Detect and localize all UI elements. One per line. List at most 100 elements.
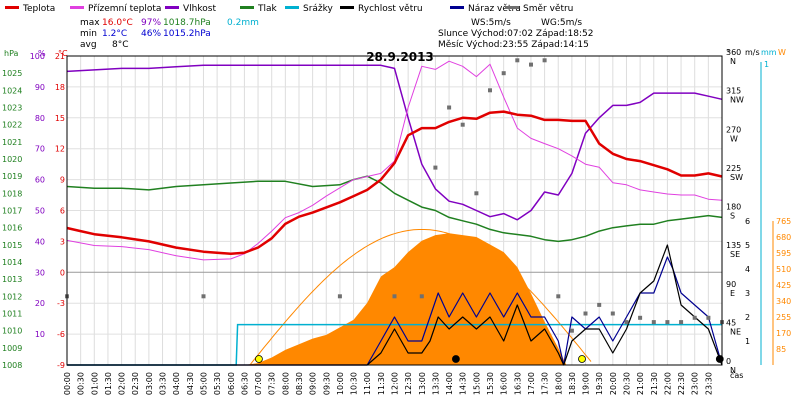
w-axis-label: W (778, 48, 786, 57)
x-tick-label: 07:00 (254, 372, 263, 395)
x-tick-label: 21:00 (636, 372, 645, 395)
degc-tick-label: 15 (55, 114, 65, 123)
pct-tick-label: 90 (35, 83, 45, 92)
degc-tick-label: 21 (55, 52, 65, 61)
legend-label-rain: Srážky (303, 4, 334, 14)
legend-label-wind: Rychlost větru (358, 4, 423, 14)
dir-tick-direction: S (730, 212, 735, 221)
wind-direction-point (529, 62, 533, 67)
hpa-tick-label: 1023 (2, 104, 22, 113)
x-tick-label: 11:00 (363, 372, 372, 395)
x-tick-label: 08:00 (281, 372, 290, 395)
degc-tick-label: 3 (60, 237, 65, 246)
wind-direction-point (337, 294, 342, 299)
hpa-tick-label: 1008 (2, 361, 22, 370)
legend-label-humidity: Vlhkost (183, 4, 216, 14)
pct-tick-label: 40 (35, 237, 45, 246)
axes: 00:00 00:30 01:00 01:30 02:00 02:30 03:00 03:30… (2, 48, 791, 395)
dir-tick-direction: SW (730, 173, 743, 182)
x-tick-label: 18:30 (568, 372, 577, 395)
wind-direction-point (488, 88, 492, 93)
dir-tick-degree: 45 (726, 318, 736, 327)
x-tick-label: 12:00 (391, 372, 400, 395)
wind-direction-point (583, 311, 588, 316)
legend-swatch-ground (70, 6, 84, 9)
legend-swatch-wind (340, 6, 354, 9)
wind-direction-point (665, 320, 670, 325)
x-tick-label: 13:30 (431, 372, 440, 395)
sunrise-marker (254, 355, 263, 363)
sunset-marker (578, 355, 586, 363)
dir-tick-direction: W (730, 134, 738, 143)
hpa-tick-label: 1018 (2, 189, 22, 198)
legend-swatch-rain (285, 6, 299, 9)
w-tick-label: 680 (776, 233, 791, 242)
degc-tick-label: 18 (55, 83, 65, 92)
pct-axis-label: % (38, 49, 46, 58)
wind-direction-point (392, 294, 397, 299)
w-tick-label: 425 (776, 281, 791, 290)
hpa-axis-label: hPa (4, 49, 19, 58)
ms-tick-label: 6 (745, 217, 750, 226)
x-tick-label: 20:30 (622, 372, 631, 395)
w-tick-label: 255 (776, 313, 791, 322)
legend: Teplota Přízemní teplota Vlhkost Tlak Srážky… (5, 4, 573, 14)
hpa-tick-label: 1024 (2, 86, 22, 95)
dir-tick-degree: 225 (726, 164, 741, 173)
degc-tick-label: 9 (60, 176, 65, 185)
legend-label-winddir: Směr větru (523, 4, 573, 14)
x-tick-label: 00:00 (63, 372, 72, 395)
degc-tick-label: -6 (57, 330, 65, 339)
dir-tick-degree: 315 (726, 87, 741, 96)
wind-direction-point (638, 315, 643, 320)
legend-swatch-pressure (240, 6, 254, 9)
x-tick-label: 15:30 (486, 372, 495, 395)
dir-tick-direction: E (730, 289, 735, 298)
dir-tick-degree: 270 (726, 125, 741, 134)
stat-max-label: max (80, 18, 100, 28)
x-tick-label: 23:00 (691, 372, 700, 395)
x-tick-label: 11:30 (377, 372, 386, 395)
ms-axis-label: m/s (745, 48, 760, 57)
legend-label-ground: Přízemní teplota (88, 4, 161, 14)
pct-tick-label: 100 (30, 52, 45, 61)
hpa-tick-label: 1011 (2, 310, 22, 319)
x-tick-label: 19:00 (582, 372, 591, 395)
w-tick-label: 595 (776, 249, 791, 258)
wind-direction-point (610, 311, 615, 316)
hpa-tick-label: 1014 (2, 258, 22, 267)
x-tick-label: 02:00 (118, 372, 127, 395)
x-tick-label: 01:00 (90, 372, 99, 395)
stat-press-max: 1018.7hPa (163, 18, 211, 28)
x-tick-label: 09:00 (309, 372, 318, 395)
series-humidity (66, 64, 723, 221)
degc-tick-label: 0 (60, 268, 65, 277)
pct-tick-label: 10 (35, 330, 45, 339)
x-tick-label: 19:30 (595, 372, 604, 395)
ms-tick-label: 3 (745, 289, 750, 298)
wind-direction-point (515, 58, 520, 63)
wind-direction-point (433, 165, 438, 170)
w-tick-label: 340 (776, 297, 791, 306)
stat-avg-label: avg (80, 40, 97, 50)
x-tick-label: 21:30 (650, 372, 659, 395)
stat-wg: WG:5m/s (541, 18, 582, 28)
wind-direction-point (651, 320, 656, 325)
hpa-tick-label: 1012 (2, 292, 22, 301)
hpa-tick-label: 1022 (2, 121, 22, 130)
moonset-marker (451, 355, 460, 363)
x-tick-label: 20:00 (609, 372, 618, 395)
series-temperature (66, 110, 723, 256)
solar-radiation-area (244, 233, 567, 365)
hpa-tick-label: 1019 (2, 172, 22, 181)
pct-tick-label: 50 (35, 207, 45, 216)
dir-tick-degree: 90 (726, 280, 736, 289)
x-tick-label: 10:30 (350, 372, 359, 395)
w-tick-label: 765 (776, 217, 791, 226)
pct-tick-label: 60 (35, 176, 45, 185)
degc-tick-label: 6 (60, 207, 65, 216)
dir-axis-label: ° (726, 48, 730, 57)
x-tick-label: 23:30 (704, 372, 713, 395)
degc-tick-label: -3 (57, 299, 65, 308)
ms-tick-label: 5 (745, 241, 750, 250)
